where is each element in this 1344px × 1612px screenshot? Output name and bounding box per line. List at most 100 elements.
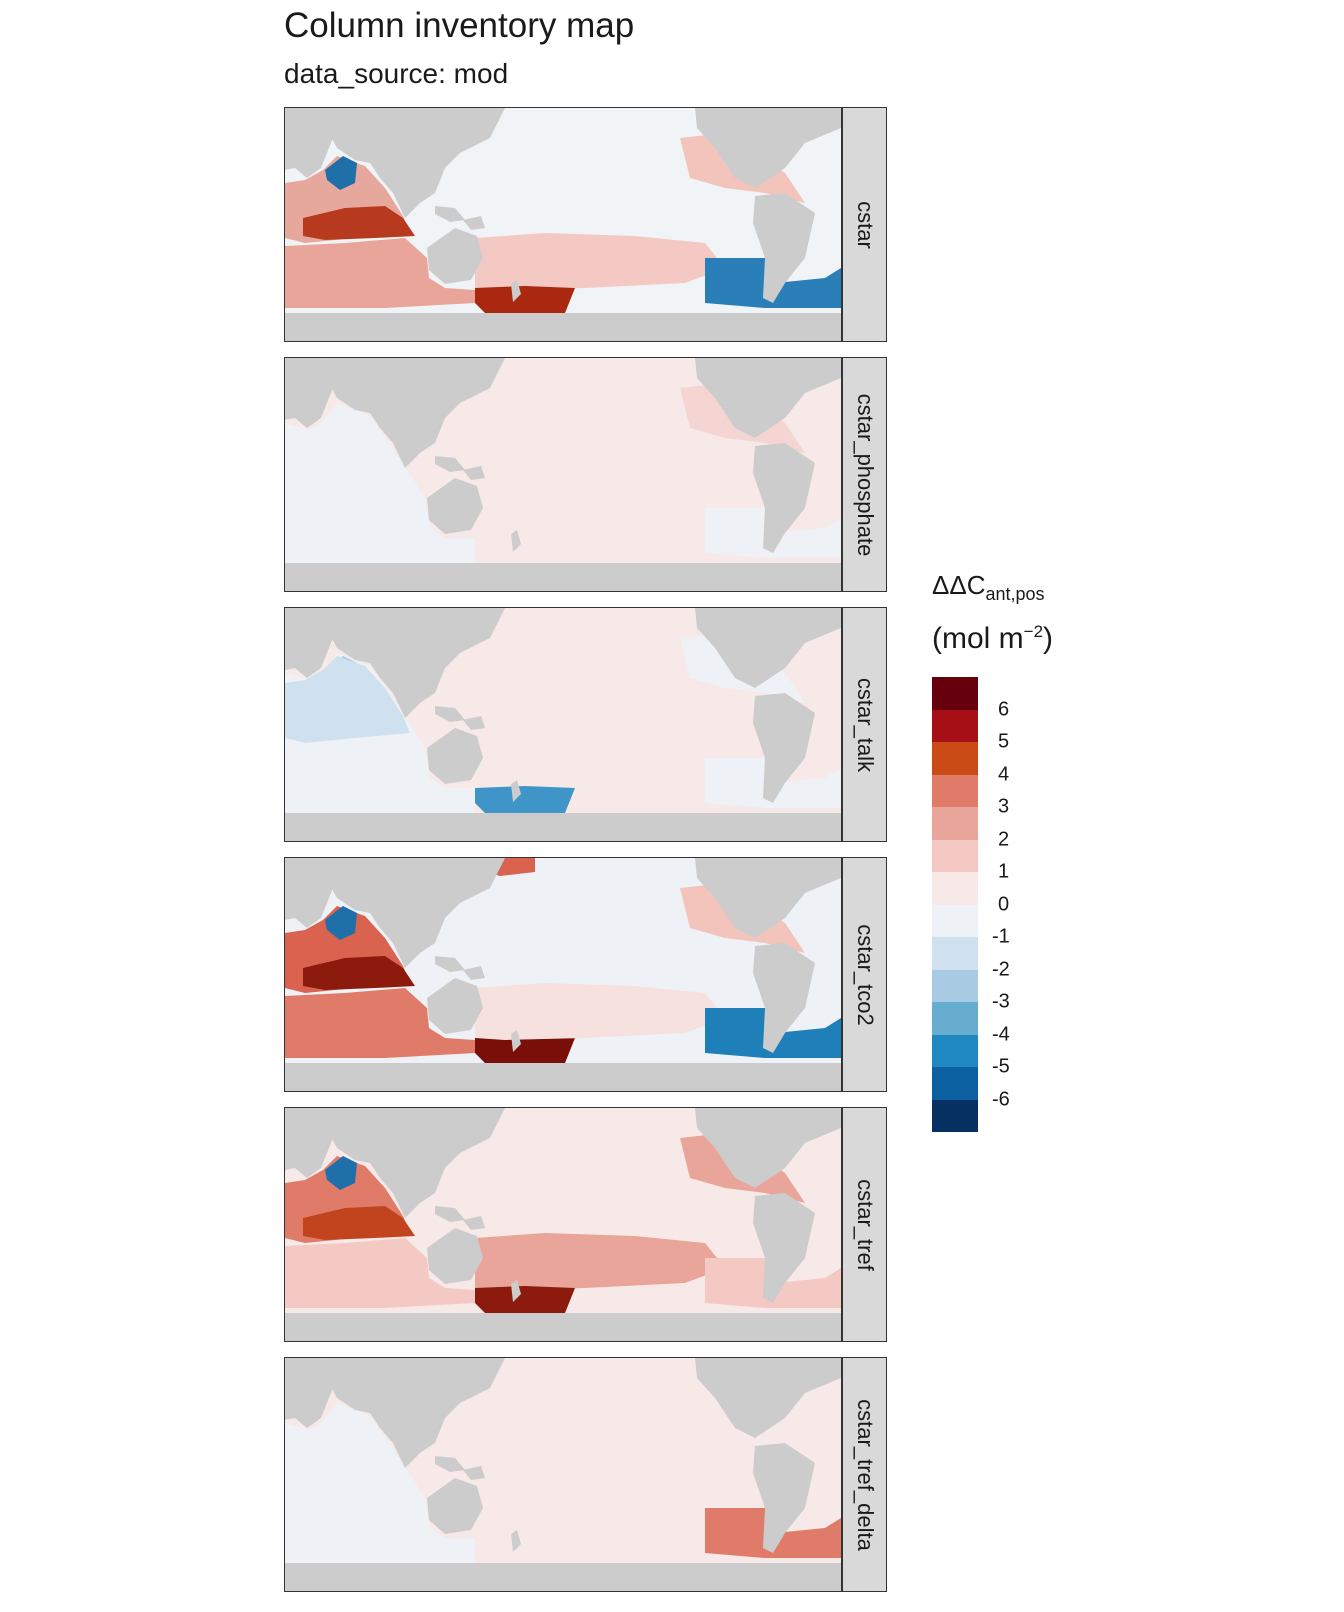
land-mass: [753, 693, 815, 803]
legend-tick-label: -6: [992, 1088, 1010, 1110]
land-mass: [427, 1228, 483, 1284]
land-mass: [511, 280, 521, 302]
land-mass: [325, 108, 505, 218]
legend-tick-label: -4: [992, 1023, 1010, 1045]
land-mass: [285, 313, 841, 341]
facet-strip: cstar_talk: [842, 607, 887, 842]
legend-colorbar: [932, 677, 978, 1132]
legend-swatch: [932, 807, 978, 840]
ocean-patch-south-pacific: [475, 1233, 725, 1290]
land-mass: [285, 813, 841, 841]
legend-swatch: [932, 742, 978, 775]
ocean-patch-indian-band: [303, 956, 415, 990]
ocean-patch-arabian-sea: [325, 1156, 357, 1190]
land-mass: [753, 943, 815, 1053]
land-mass: [695, 1108, 841, 1188]
land-mass: [463, 716, 485, 730]
ocean-patch-south-pacific: [475, 233, 725, 290]
legend-unit: (mol m−2): [932, 622, 1053, 656]
land-mass: [285, 858, 333, 928]
land-mass: [435, 206, 465, 222]
map-area: [284, 607, 842, 842]
land-mass: [753, 193, 815, 303]
legend-tick-label: -5: [992, 1055, 1010, 1078]
facet-panel: cstar_tref_delta: [284, 1357, 887, 1592]
land-mass: [511, 1530, 521, 1552]
land-mass: [427, 1478, 483, 1534]
land-mass: [435, 1206, 465, 1222]
land-mass: [285, 608, 333, 678]
plot-title: Column inventory map: [284, 6, 635, 45]
legend-swatch: [932, 1099, 978, 1132]
legend-title-main: ΔΔC: [932, 570, 986, 600]
facet-strip: cstar_tref_delta: [842, 1357, 887, 1592]
map-area: [284, 1357, 842, 1592]
land-mass: [325, 358, 505, 468]
land-mass: [463, 216, 485, 230]
legend-swatch: [932, 709, 978, 742]
map-area: [284, 357, 842, 592]
legend-tick-label: 5: [998, 730, 1010, 753]
legend-tick-label: 4: [998, 763, 1010, 785]
land-mass: [435, 706, 465, 722]
ocean-patch-southern-pacific: [475, 1036, 575, 1068]
legend-tick-label: -3: [992, 990, 1010, 1013]
land-mass: [435, 1456, 465, 1472]
ocean-patch-indian-north: [285, 656, 410, 743]
land-mass: [753, 443, 815, 553]
facet-label: cstar: [852, 200, 878, 249]
ocean-patch-southern-pacific: [475, 286, 575, 318]
land-mass: [463, 466, 485, 480]
land-mass: [695, 608, 841, 688]
legend-tick-label: 1: [998, 860, 1010, 883]
facet-strip: cstar_tco2: [842, 857, 887, 1092]
land-mass: [463, 966, 485, 980]
ocean-patch-southern-pacific: [475, 786, 575, 818]
land-mass: [753, 1443, 815, 1553]
land-mass: [435, 956, 465, 972]
map-area: [284, 1107, 842, 1342]
ocean-patch-indian-band: [303, 1206, 415, 1240]
legend-title-sub: ant,pos: [985, 584, 1045, 604]
land-mass: [285, 1358, 333, 1428]
legend-tick-label: 0: [998, 893, 1010, 915]
land-mass: [325, 1358, 505, 1468]
map-area: [284, 857, 842, 1092]
legend-title: ΔΔCant,pos: [932, 570, 1045, 605]
land-mass: [695, 108, 841, 188]
legend-unit-main: (mol m: [932, 622, 1024, 655]
legend-swatch: [932, 839, 978, 872]
ocean-patch-indian-south: [285, 238, 475, 308]
facet-strip: cstar: [842, 107, 887, 342]
facet-label: cstar_talk: [852, 677, 878, 772]
land-mass: [511, 1030, 521, 1052]
legend-swatch: [932, 904, 978, 937]
legend-tick-label: -1: [992, 925, 1010, 948]
map-svg: [285, 1358, 841, 1591]
legend-swatch: [932, 1034, 978, 1067]
ocean-patch-indian-band: [303, 206, 415, 240]
land-mass: [285, 1563, 841, 1591]
land-mass: [511, 1280, 521, 1302]
legend-swatch: [932, 872, 978, 905]
facet-panel: cstar_talk: [284, 607, 887, 842]
ocean-patch-indian: [285, 1403, 475, 1563]
map-svg: [285, 1108, 841, 1341]
land-mass: [325, 1108, 505, 1218]
land-mass: [325, 608, 505, 718]
facet-label: cstar_phosphate: [852, 393, 878, 556]
plot-subtitle: data_source: mod: [284, 58, 509, 89]
land-mass: [695, 358, 841, 438]
facet-label: cstar_tref_delta: [852, 1398, 878, 1551]
land-mass: [435, 456, 465, 472]
facet-panel: cstar_phosphate: [284, 357, 887, 592]
facet-strip: cstar_phosphate: [842, 357, 887, 592]
land-mass: [463, 1216, 485, 1230]
land-mass: [427, 978, 483, 1034]
land-mass: [285, 1063, 841, 1091]
map-area: [284, 107, 842, 342]
ocean-patch-indian-south: [285, 988, 475, 1058]
land-mass: [285, 108, 333, 178]
map-svg: [285, 358, 841, 591]
ocean-patch-indian: [285, 403, 475, 563]
